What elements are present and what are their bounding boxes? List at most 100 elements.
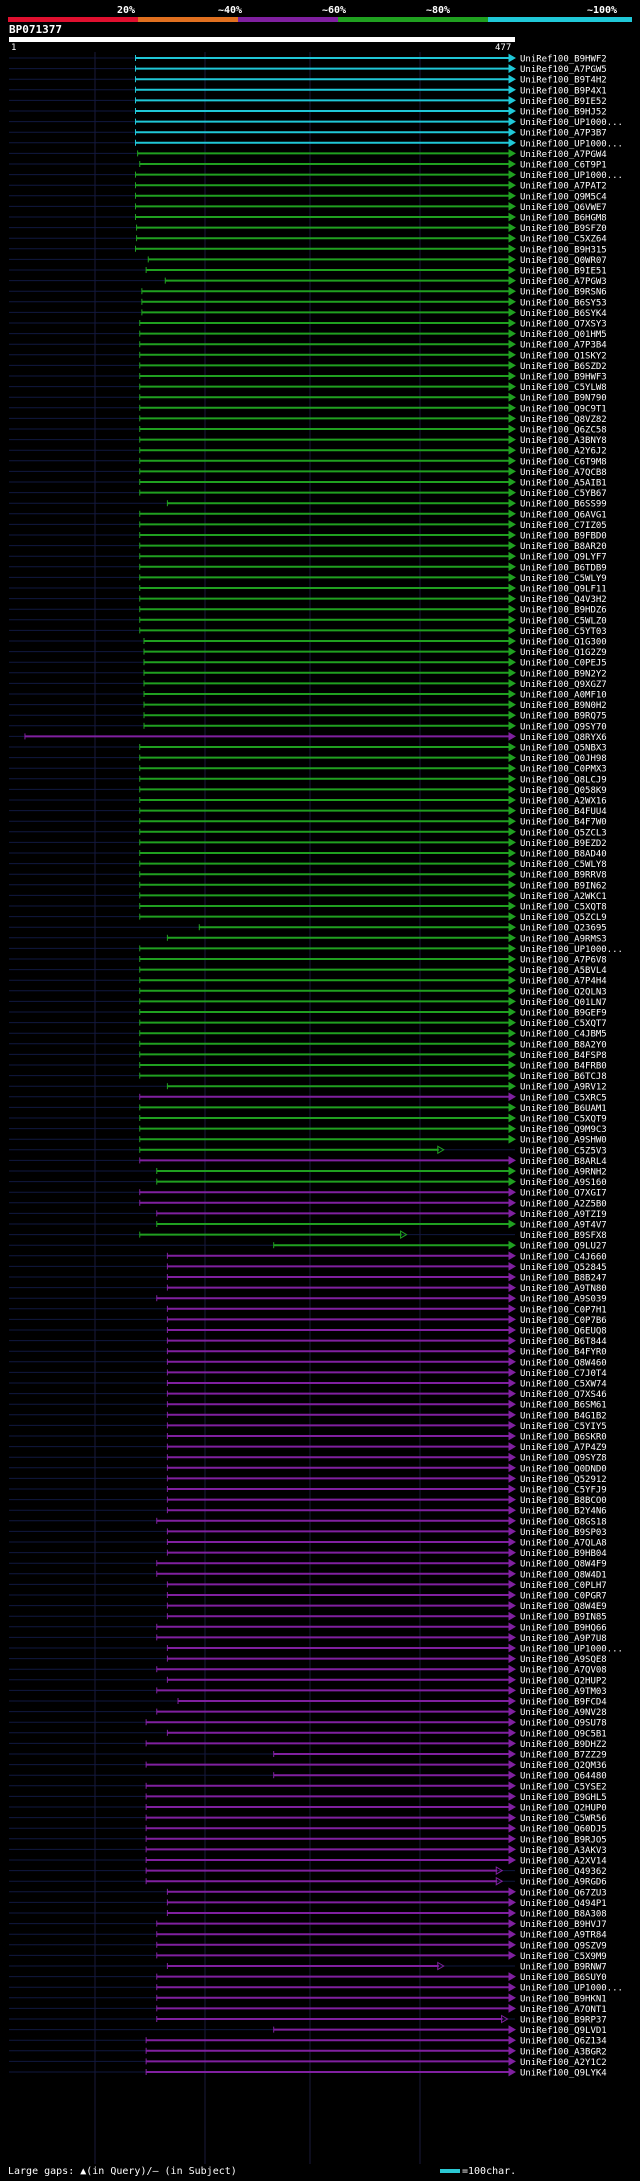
hit-label[interactable]: UniRef100_Q49362 [520, 1867, 607, 1877]
hit-label[interactable]: UniRef100_B9N2Y2 [520, 669, 607, 679]
hit-label[interactable]: UniRef100_B9FBD0 [520, 532, 607, 542]
hit-label[interactable]: UniRef100_B9EZD2 [520, 839, 607, 849]
hit-label[interactable]: UniRef100_C0PLH7 [520, 1581, 607, 1591]
hit-label[interactable]: UniRef100_C5XRC5 [520, 1093, 607, 1103]
hit-label[interactable]: UniRef100_B9HWF2 [520, 55, 607, 65]
hit-label[interactable]: UniRef100_B9RRV8 [520, 871, 607, 881]
hit-label[interactable]: UniRef100_B8ARL4 [520, 1157, 607, 1167]
hit-label[interactable]: UniRef100_B4G1B2 [520, 1411, 607, 1421]
hit-label[interactable]: UniRef100_B9N790 [520, 394, 607, 404]
hit-label[interactable]: UniRef100_B9IE51 [520, 267, 607, 277]
hit-label[interactable]: UniRef100_A2WX16 [520, 797, 607, 807]
hit-label[interactable]: UniRef100_B6SY53 [520, 298, 607, 308]
hit-label[interactable]: UniRef100_B6SKR0 [520, 1433, 607, 1443]
hit-label[interactable]: UniRef100_B9HWF3 [520, 373, 607, 383]
hit-label[interactable]: UniRef100_A9RMS3 [520, 934, 607, 944]
hit-label[interactable]: UniRef100_C5XQT8 [520, 903, 607, 913]
hit-label[interactable]: UniRef100_A7P3B7 [520, 129, 607, 139]
hit-label[interactable]: UniRef100_Q2QM36 [520, 1761, 607, 1771]
hit-label[interactable]: UniRef100_C6T9M8 [520, 457, 607, 467]
hit-label[interactable]: UniRef100_Q67ZU3 [520, 1888, 607, 1898]
hit-label[interactable]: UniRef100_Q1G2Z9 [520, 648, 607, 658]
hit-label[interactable]: UniRef100_B9IN85 [520, 1613, 607, 1623]
hit-label[interactable]: UniRef100_Q2HUP2 [520, 1676, 607, 1686]
hit-label[interactable]: UniRef100_A7QV08 [520, 1666, 607, 1676]
hit-label[interactable]: UniRef100_Q8W4E9 [520, 1602, 607, 1612]
hit-label[interactable]: UniRef100_C5XQT9 [520, 1115, 607, 1125]
hit-label[interactable]: UniRef100_C5YLW8 [520, 383, 607, 393]
hit-label[interactable]: UniRef100_A7PGW3 [520, 277, 607, 287]
hit-label[interactable]: UniRef100_A2WKC1 [520, 892, 607, 902]
hit-label[interactable]: UniRef100_B9HQ66 [520, 1623, 607, 1633]
hit-label[interactable]: UniRef100_C5YFJ9 [520, 1486, 607, 1496]
hit-label[interactable]: UniRef100_C5YB67 [520, 489, 607, 499]
hit-label[interactable]: UniRef100_B9DHZ2 [520, 1740, 607, 1750]
hit-label[interactable]: UniRef100_B7ZZ29 [520, 1751, 607, 1761]
hit-label[interactable]: UniRef100_Q52845 [520, 1263, 607, 1273]
hit-label[interactable]: UniRef100_B9HB04 [520, 1549, 607, 1559]
hit-label[interactable]: UniRef100_A9TN80 [520, 1284, 607, 1294]
hit-label[interactable]: UniRef100_B8BCO0 [520, 1496, 607, 1506]
hit-label[interactable]: UniRef100_C6T9P1 [520, 161, 607, 171]
hit-label[interactable]: UniRef100_A9NV28 [520, 1708, 607, 1718]
hit-label[interactable]: UniRef100_C5WR56 [520, 1814, 607, 1824]
hit-label[interactable]: UniRef100_Q0DND0 [520, 1464, 607, 1474]
hit-label[interactable]: UniRef100_Q9LVD1 [520, 2026, 607, 2036]
hit-label[interactable]: UniRef100_A7P3B4 [520, 341, 607, 351]
hit-label[interactable]: UniRef100_Q7XGI7 [520, 1189, 607, 1199]
hit-label[interactable]: UniRef100_B9RSN6 [520, 288, 607, 298]
hit-label[interactable]: UniRef100_A9TR84 [520, 1931, 607, 1941]
hit-label[interactable]: UniRef100_C5XW74 [520, 1380, 607, 1390]
hit-label[interactable]: UniRef100_Q8VZ82 [520, 415, 607, 425]
hit-label[interactable]: UniRef100_C5XQT7 [520, 1019, 607, 1029]
hit-label[interactable]: UniRef100_Q8LCJ9 [520, 775, 607, 785]
hit-label[interactable]: UniRef100_A9RNH2 [520, 1168, 607, 1178]
hit-label[interactable]: UniRef100_Q1SKY2 [520, 351, 607, 361]
hit-label[interactable]: UniRef100_B9SP03 [520, 1528, 607, 1538]
hit-label[interactable]: UniRef100_C5XZ64 [520, 235, 607, 245]
hit-label[interactable]: UniRef100_Q6AVG1 [520, 510, 607, 520]
hit-label[interactable]: UniRef100_Q9SYZ8 [520, 1454, 607, 1464]
hit-label[interactable]: UniRef100_B8A308 [520, 1910, 607, 1920]
hit-label[interactable]: UniRef100_Q1G300 [520, 638, 607, 648]
hit-label[interactable]: UniRef100_Q9LYF7 [520, 553, 607, 563]
hit-label[interactable]: UniRef100_Q0WR07 [520, 256, 607, 266]
hit-label[interactable]: UniRef100_B6SS99 [520, 500, 607, 510]
hit-label[interactable]: UniRef100_C0PEJ5 [520, 659, 607, 669]
hit-label[interactable]: UniRef100_Q8W460 [520, 1358, 607, 1368]
hit-label[interactable]: UniRef100_B4F7W0 [520, 818, 607, 828]
hit-label[interactable]: UniRef100_B8A2Y0 [520, 1040, 607, 1050]
hit-label[interactable]: UniRef100_A7P6V8 [520, 956, 607, 966]
hit-label[interactable]: UniRef100_B9HDZ6 [520, 606, 607, 616]
hit-label[interactable]: UniRef100_Q5ZCL3 [520, 828, 607, 838]
hit-label[interactable]: UniRef100_A9RV12 [520, 1083, 607, 1093]
hit-label[interactable]: UniRef100_C0PMX3 [520, 765, 607, 775]
hit-label[interactable]: UniRef100_Q4V3H2 [520, 595, 607, 605]
hit-label[interactable]: UniRef100_Q058K9 [520, 786, 607, 796]
hit-label[interactable]: UniRef100_A3BNY8 [520, 436, 607, 446]
hit-label[interactable]: UniRef100_Q6ZC58 [520, 426, 607, 436]
hit-label[interactable]: UniRef100_B9T4H2 [520, 76, 607, 86]
hit-label[interactable]: UniRef100_B6TCJ8 [520, 1072, 607, 1082]
hit-label[interactable]: UniRef100_B9IE52 [520, 97, 607, 107]
hit-label[interactable]: UniRef100_UP1000... [520, 118, 623, 128]
hit-label[interactable]: UniRef100_Q9LF11 [520, 585, 607, 595]
hit-label[interactable]: UniRef100_Q5NBX3 [520, 744, 607, 754]
hit-label[interactable]: UniRef100_Q8GS18 [520, 1517, 607, 1527]
hit-label[interactable]: UniRef100_C5WLY8 [520, 860, 607, 870]
hit-label[interactable]: UniRef100_C5Z5V3 [520, 1146, 607, 1156]
hit-label[interactable]: UniRef100_B2Y4N6 [520, 1507, 607, 1517]
hit-label[interactable]: UniRef100_C5YT03 [520, 627, 607, 637]
hit-label[interactable]: UniRef100_C5YSE2 [520, 1782, 607, 1792]
hit-label[interactable]: UniRef100_B6TDB9 [520, 563, 607, 573]
hit-label[interactable]: UniRef100_B9RQ75 [520, 712, 607, 722]
hit-label[interactable]: UniRef100_C0P7B6 [520, 1316, 607, 1326]
hit-label[interactable]: UniRef100_Q9C9T1 [520, 404, 607, 414]
hit-label[interactable]: UniRef100_UP1000... [520, 1645, 623, 1655]
hit-label[interactable]: UniRef100_Q7XSY3 [520, 320, 607, 330]
hit-label[interactable]: UniRef100_B9H315 [520, 245, 607, 255]
hit-label[interactable]: UniRef100_B9P4X1 [520, 86, 607, 96]
hit-label[interactable]: UniRef100_Q6Z134 [520, 2037, 607, 2047]
hit-label[interactable]: UniRef100_A7P4Z9 [520, 1443, 607, 1453]
hit-label[interactable]: UniRef100_B9GEF9 [520, 1009, 607, 1019]
